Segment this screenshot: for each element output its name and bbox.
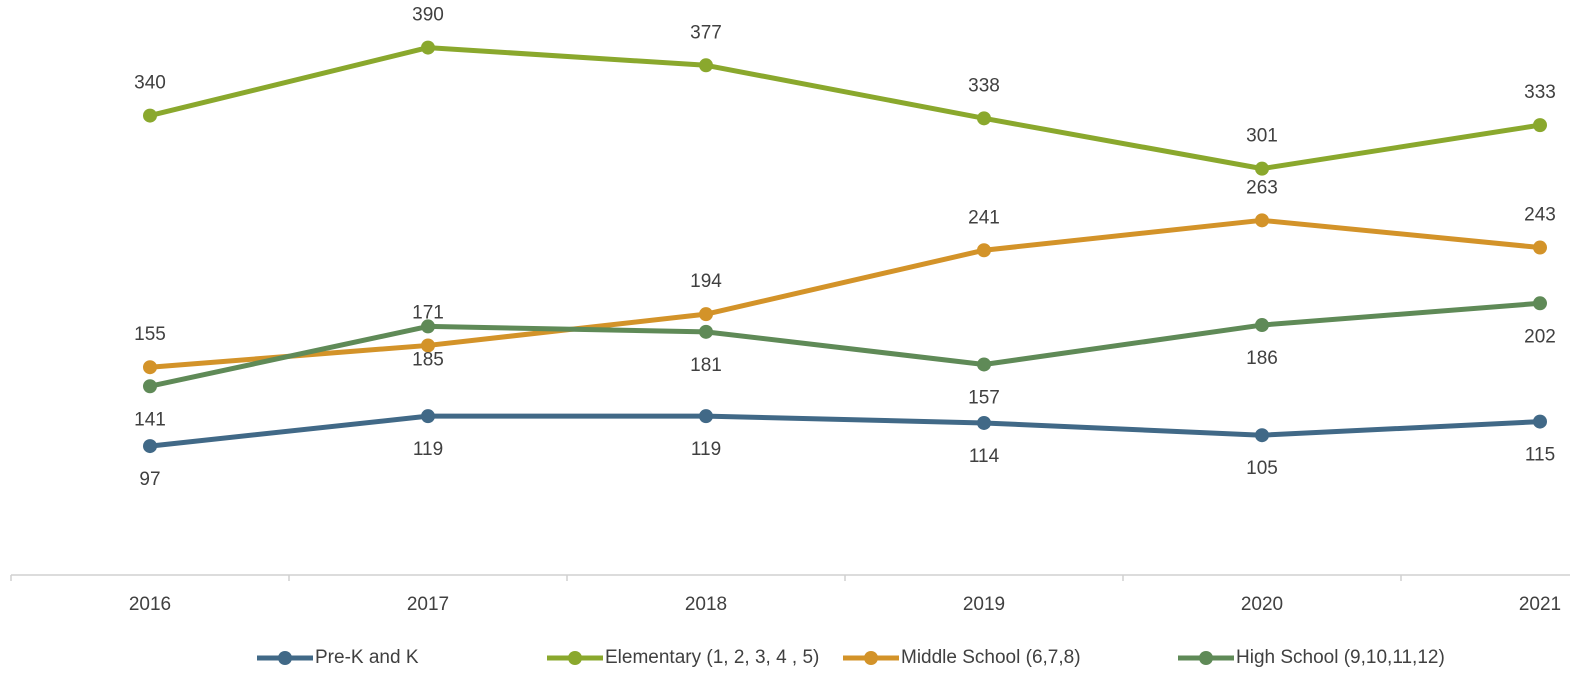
legend-label: Pre-K and K [315,647,419,668]
data-label: 171 [412,302,444,323]
data-point [1533,118,1547,133]
data-point [699,58,713,73]
legend-marker [278,651,292,665]
data-point [143,379,157,394]
data-label: 185 [412,349,444,370]
data-label: 338 [968,75,1000,96]
data-point [1255,428,1269,443]
data-label: 377 [690,22,722,43]
data-point [1533,240,1547,255]
data-label: 114 [969,446,1000,467]
data-label: 119 [413,439,443,460]
x-tick-label: 2018 [685,594,727,615]
data-label: 301 [1246,126,1278,147]
legend-marker [1199,651,1213,665]
data-point [1255,161,1269,176]
data-label: 157 [968,387,1000,408]
data-point [699,307,713,322]
data-point [977,243,991,258]
data-label: 340 [134,73,166,94]
data-label: 141 [134,409,166,430]
data-point [699,324,713,339]
data-label: 181 [690,355,722,376]
data-point [143,108,157,123]
data-point [1533,414,1547,429]
series-line [149,413,1541,449]
legend-marker [568,651,582,665]
data-label: 155 [134,324,166,345]
legend-label: Middle School (6,7,8) [901,647,1081,668]
data-point [977,415,991,430]
data-point [699,409,713,424]
data-label: 241 [968,207,1000,228]
legend-label: Elementary (1, 2, 3, 4 , 5) [605,647,819,668]
x-tick-label: 2016 [129,594,171,615]
data-point [421,40,435,55]
legend-marker [864,651,878,665]
series-line [149,300,1541,389]
data-point [421,338,435,353]
data-point [421,319,435,334]
data-point [1533,296,1547,311]
data-point [143,360,157,375]
data-point [977,357,991,372]
x-tick-label: 2020 [1241,594,1283,615]
data-label: 119 [691,439,721,460]
data-label: 194 [690,271,722,292]
data-label: 263 [1246,177,1278,198]
x-tick-label: 2019 [963,594,1005,615]
data-label: 105 [1246,458,1278,479]
data-point [977,111,991,126]
data-label: 202 [1524,326,1556,347]
series-line [149,45,1541,172]
data-label: 115 [1525,445,1555,466]
data-label: 97 [139,469,160,490]
data-label: 186 [1246,348,1278,369]
data-point [1255,213,1269,228]
data-label: 390 [412,5,444,26]
data-label: 333 [1524,82,1556,103]
legend-label: High School (9,10,11,12) [1236,647,1445,668]
series-line [149,217,1541,370]
data-point [421,409,435,424]
x-tick-label: 2021 [1519,594,1561,615]
data-point [1255,318,1269,333]
x-tick-label: 2017 [407,594,449,615]
data-point [143,439,157,454]
data-label: 243 [1524,205,1556,226]
